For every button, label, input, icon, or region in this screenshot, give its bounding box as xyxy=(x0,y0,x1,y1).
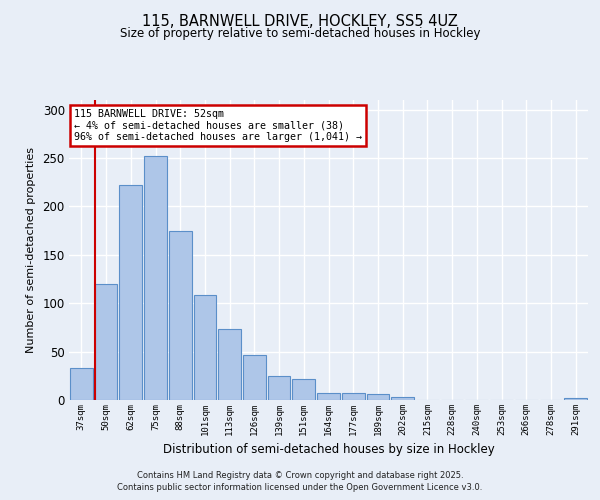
Bar xyxy=(194,294,216,400)
Bar xyxy=(169,230,191,400)
Bar xyxy=(342,393,365,400)
Bar xyxy=(144,156,167,400)
Bar xyxy=(218,330,241,400)
X-axis label: Distribution of semi-detached houses by size in Hockley: Distribution of semi-detached houses by … xyxy=(163,444,494,456)
Text: Size of property relative to semi-detached houses in Hockley: Size of property relative to semi-detach… xyxy=(120,28,480,40)
Bar xyxy=(292,378,315,400)
Bar xyxy=(268,376,290,400)
Text: 115, BARNWELL DRIVE, HOCKLEY, SS5 4UZ: 115, BARNWELL DRIVE, HOCKLEY, SS5 4UZ xyxy=(142,14,458,29)
Text: 115 BARNWELL DRIVE: 52sqm
← 4% of semi-detached houses are smaller (38)
96% of s: 115 BARNWELL DRIVE: 52sqm ← 4% of semi-d… xyxy=(74,109,362,142)
Bar xyxy=(367,394,389,400)
Bar xyxy=(119,185,142,400)
Bar xyxy=(317,393,340,400)
Text: Contains HM Land Registry data © Crown copyright and database right 2025.
Contai: Contains HM Land Registry data © Crown c… xyxy=(118,471,482,492)
Bar xyxy=(391,397,414,400)
Bar xyxy=(564,398,587,400)
Y-axis label: Number of semi-detached properties: Number of semi-detached properties xyxy=(26,147,35,353)
Bar xyxy=(95,284,118,400)
Bar xyxy=(243,354,266,400)
Bar xyxy=(70,368,93,400)
